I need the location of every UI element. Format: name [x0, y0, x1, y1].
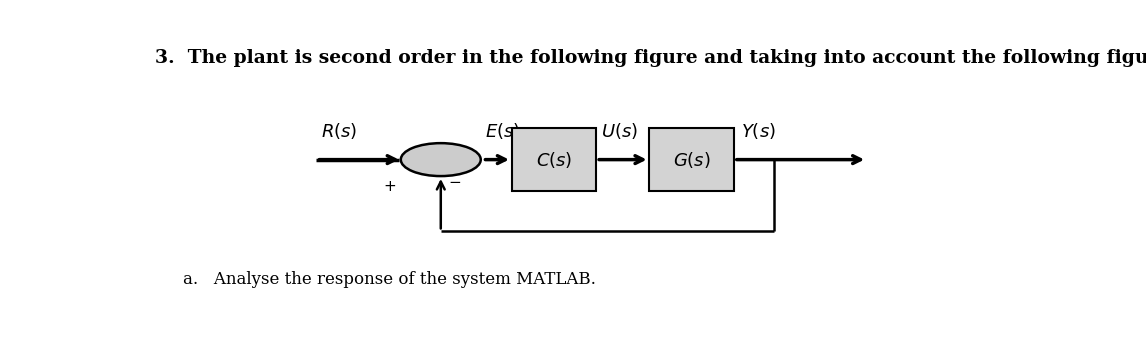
Text: $C(s)$: $C(s)$: [536, 150, 572, 170]
Text: $G(s)$: $G(s)$: [673, 150, 711, 170]
Text: $Y(s)$: $Y(s)$: [741, 121, 776, 141]
Text: $R(s)$: $R(s)$: [321, 121, 358, 141]
Text: +: +: [384, 179, 397, 194]
Text: $-$: $-$: [448, 174, 461, 188]
Text: 3.  The plant is second order in the following figure and taking into account th: 3. The plant is second order in the foll…: [155, 49, 1146, 67]
Bar: [650, 128, 733, 191]
Text: $U(s)$: $U(s)$: [601, 121, 637, 141]
Text: a.   Analyse the response of the system MATLAB.: a. Analyse the response of the system MA…: [183, 272, 596, 288]
Bar: [512, 128, 596, 191]
Ellipse shape: [401, 143, 481, 176]
Text: $E(s)$: $E(s)$: [485, 121, 520, 141]
